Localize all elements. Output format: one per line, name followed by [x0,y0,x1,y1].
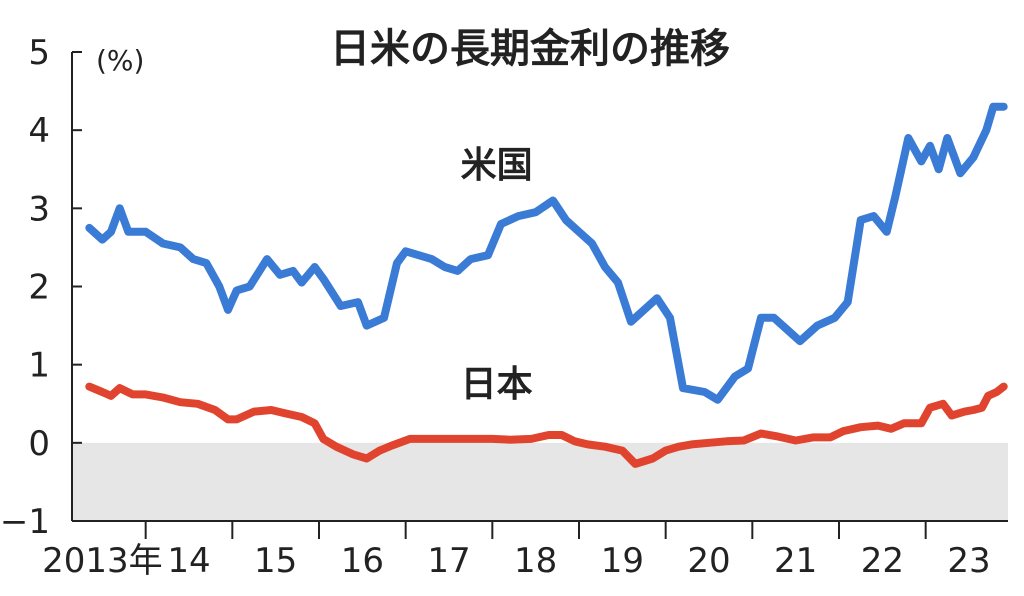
y-tick-label: 1 [28,346,50,386]
x-tick-label: 14 [167,541,210,581]
negative-region-shade [72,442,1008,521]
x-tick-label: 17 [427,541,470,581]
x-tick-label: 15 [254,541,297,581]
x-tick-label: 22 [861,541,904,581]
y-tick-label: 0 [28,424,50,464]
x-tick-labels: 2013年 14 15 16 17 18 19 20 21 22 23 [42,541,991,581]
y-tick-label: −1 [0,502,50,542]
y-tick-labels: 5 4 3 2 1 0 −1 [0,33,50,542]
x-tick-label: 20 [687,541,730,581]
series-line-1 [85,382,1008,468]
series-layer [85,102,1008,468]
x-tick-label: 16 [341,541,384,581]
x-tick-label: 2013年 [42,541,163,581]
series-line-0 [85,102,1008,404]
y-tick-label: 4 [28,111,50,151]
x-tick-label: 19 [601,541,644,581]
x-tick-label: 23 [947,541,990,581]
x-axis-ticks [144,521,927,539]
y-tick-label: 2 [28,268,50,308]
series-label-1: 日本 [461,364,533,405]
y-tick-label: 3 [28,189,50,229]
series-label-0: 米国 [461,145,533,186]
y-axis-unit: (%) [96,44,144,77]
chart-title: 日米の長期金利の推移 [330,26,730,72]
y-tick-label: 5 [28,33,50,73]
x-tick-label: 21 [774,541,817,581]
x-tick-label: 18 [514,541,557,581]
